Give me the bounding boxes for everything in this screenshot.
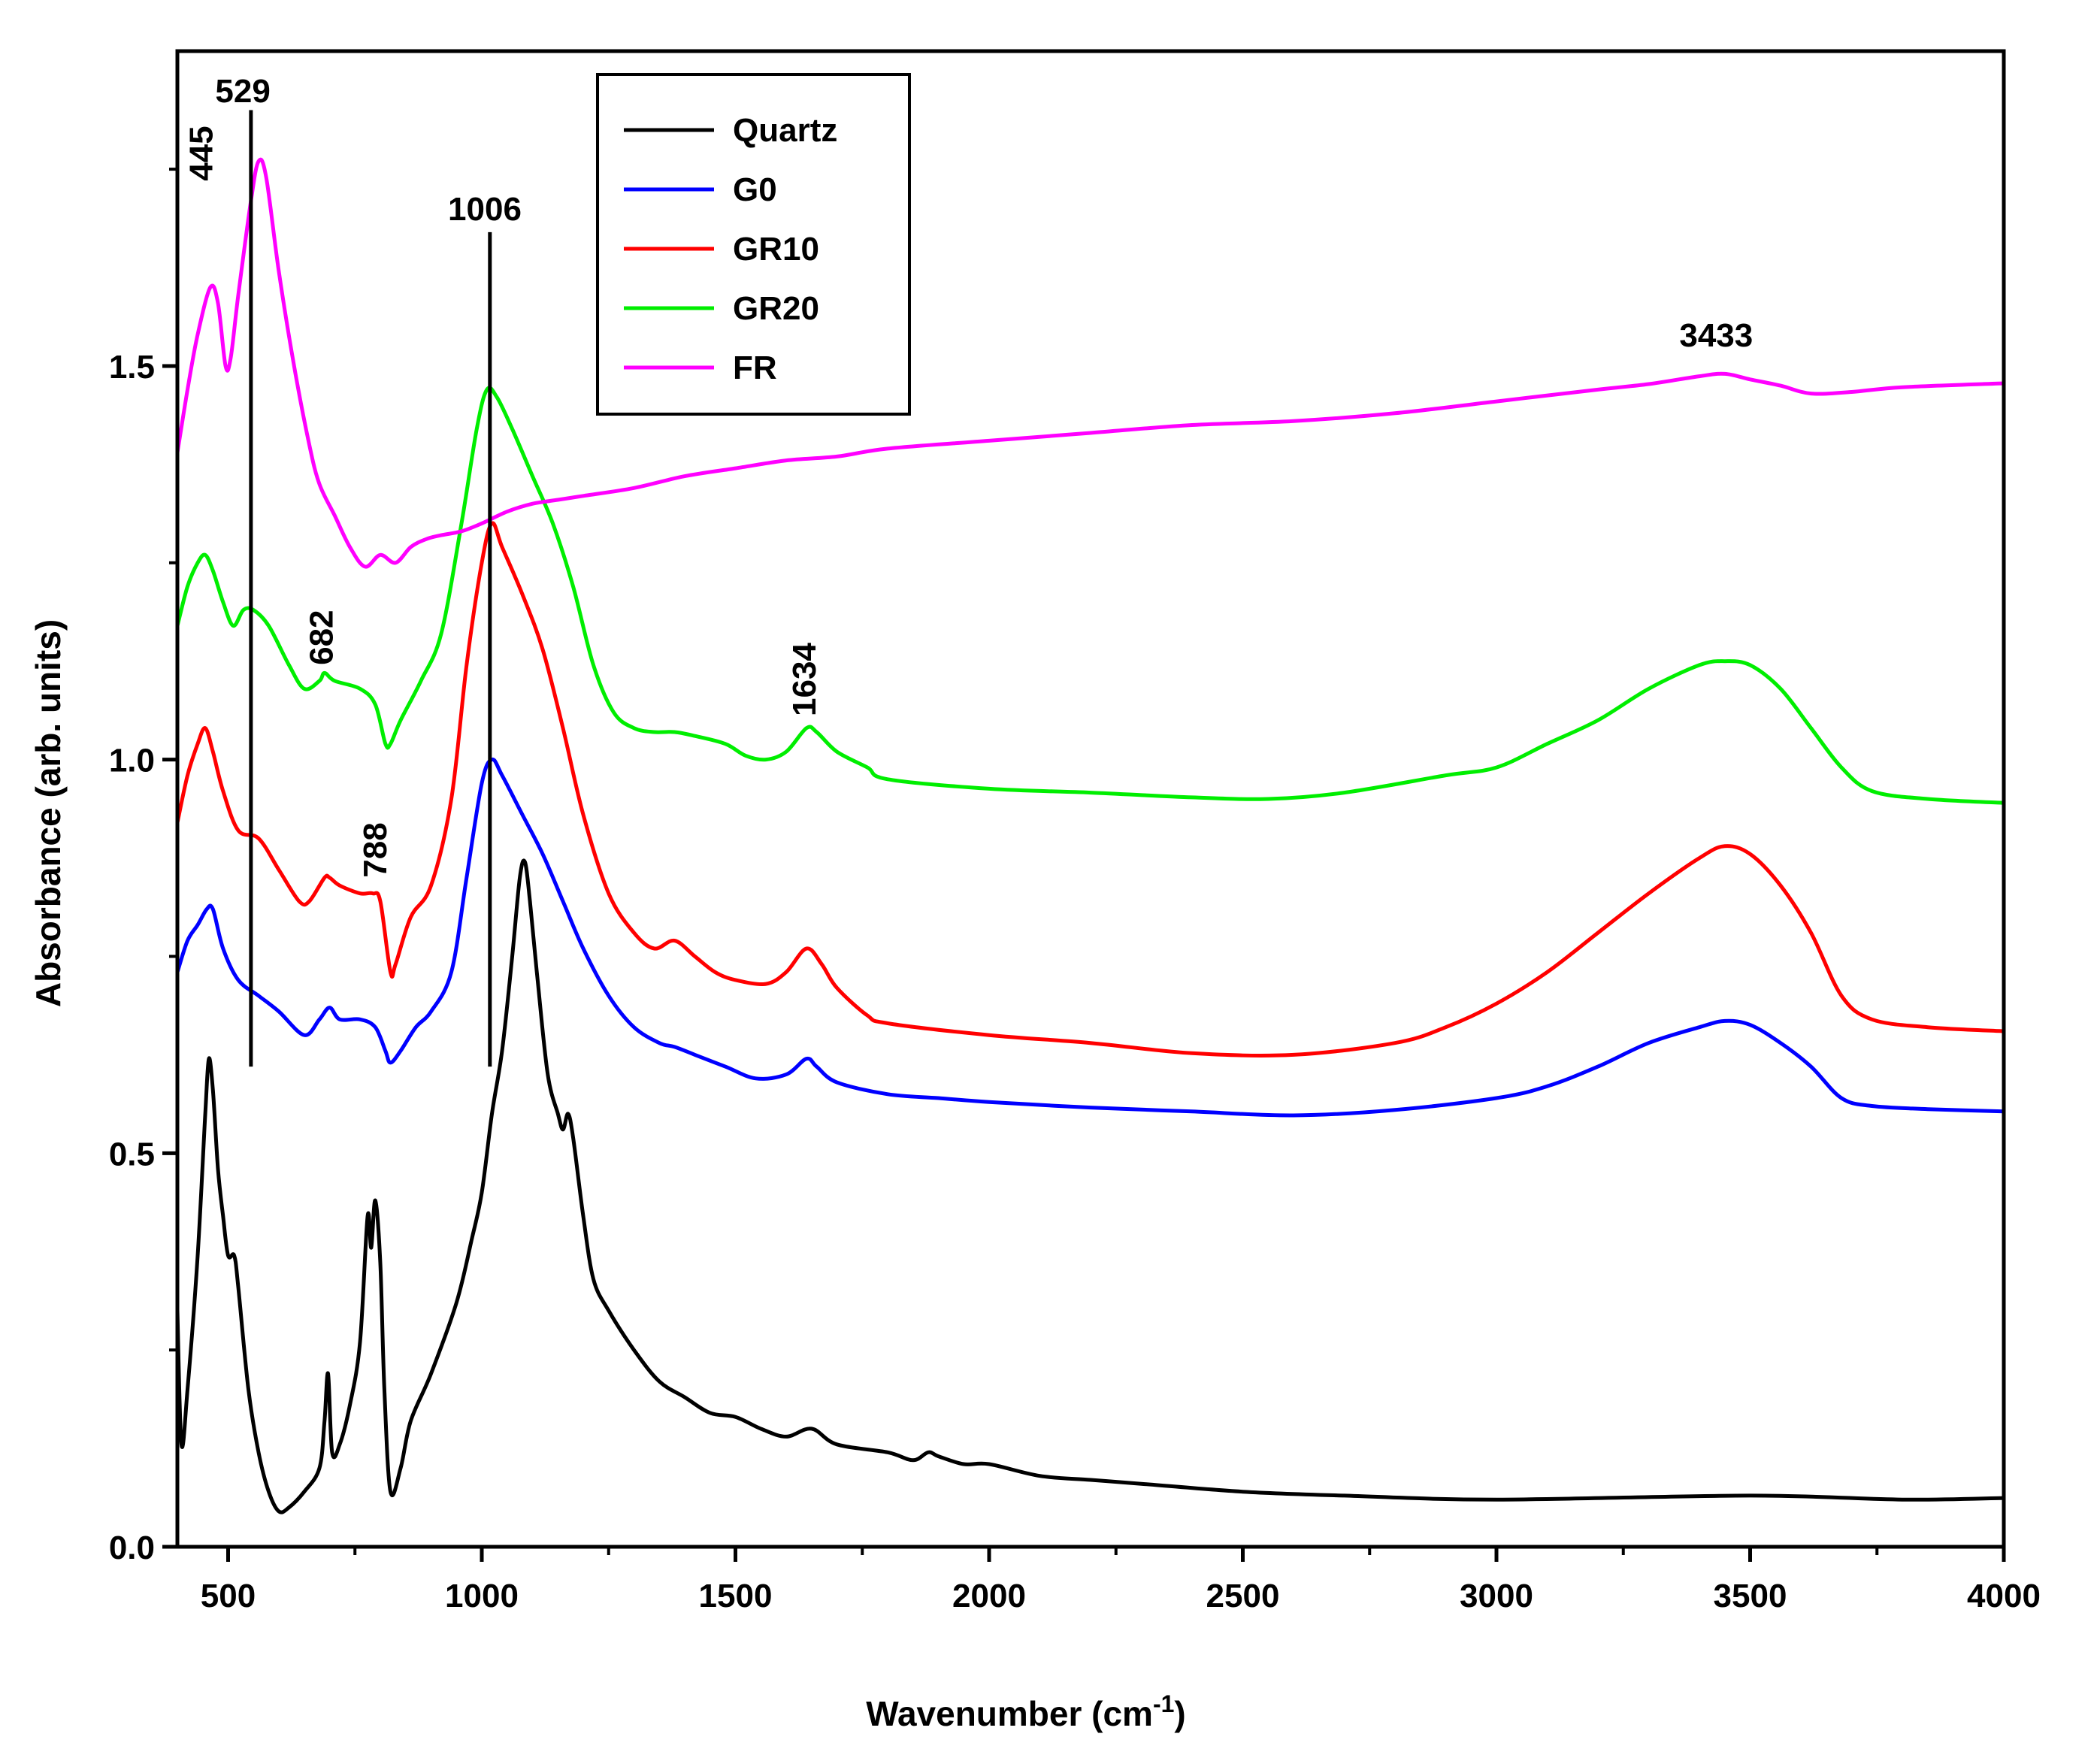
y-axis-ticks: 0.0 0.5 1.0 1.5	[109, 168, 177, 1566]
legend-label-gr20: GR20	[733, 290, 819, 327]
y-tick-label: 1.0	[109, 743, 155, 779]
x-tick-label: 3500	[1714, 1578, 1787, 1614]
plot-frame	[175, 49, 2006, 1549]
x-tick-label: 1500	[699, 1578, 773, 1614]
series-line-g0	[175, 758, 2005, 1118]
x-axis-ticks: 500 1000 1500 2000 2500 3000 3500 4000	[201, 1547, 2041, 1614]
peak-label-445: 445	[183, 126, 219, 180]
y-tick-label: 0.5	[109, 1136, 155, 1172]
x-tick-label: 4000	[1967, 1578, 2041, 1614]
x-axis-title-sup: -1	[1153, 1690, 1174, 1717]
series-line-gr20	[175, 386, 2005, 805]
series-line-gr10	[175, 521, 2005, 1057]
y-axis-title: Absorbance (arb. units)	[29, 619, 68, 1007]
peak-label-3433: 3433	[1679, 317, 1753, 354]
peak-label-529: 529	[215, 73, 270, 110]
legend-label-g0: G0	[733, 171, 777, 208]
x-axis-title-close: )	[1174, 1694, 1185, 1733]
series-layer	[175, 157, 2005, 1514]
legend-label-quartz: Quartz	[733, 112, 837, 149]
legend: Quartz G0 GR10 GR20 FR	[596, 73, 911, 416]
x-tick-label: 3000	[1460, 1578, 1533, 1614]
y-tick-label: 0.0	[109, 1530, 155, 1566]
reference-lines	[249, 110, 492, 1067]
x-tick-label: 1000	[445, 1578, 519, 1614]
x-tick-label: 2000	[952, 1578, 1026, 1614]
x-tick-label: 2500	[1206, 1578, 1280, 1614]
peak-label-1634: 1634	[786, 643, 823, 716]
x-axis-title: Wavenumber (cm-1)	[866, 1690, 1186, 1733]
peak-label-1006: 1006	[448, 191, 522, 228]
series-line-quartz	[175, 858, 2005, 1514]
peak-label-788: 788	[357, 822, 394, 877]
legend-label-gr10: GR10	[733, 231, 819, 268]
y-tick-label: 1.5	[109, 349, 155, 386]
x-tick-label: 500	[201, 1578, 256, 1614]
peak-label-682: 682	[303, 610, 340, 664]
legend-label-fr: FR	[733, 349, 777, 386]
x-axis-title-main: Wavenumber (cm	[866, 1694, 1153, 1733]
peak-annotations: 445 529 1006 682 788 1634 3433	[183, 73, 1753, 878]
